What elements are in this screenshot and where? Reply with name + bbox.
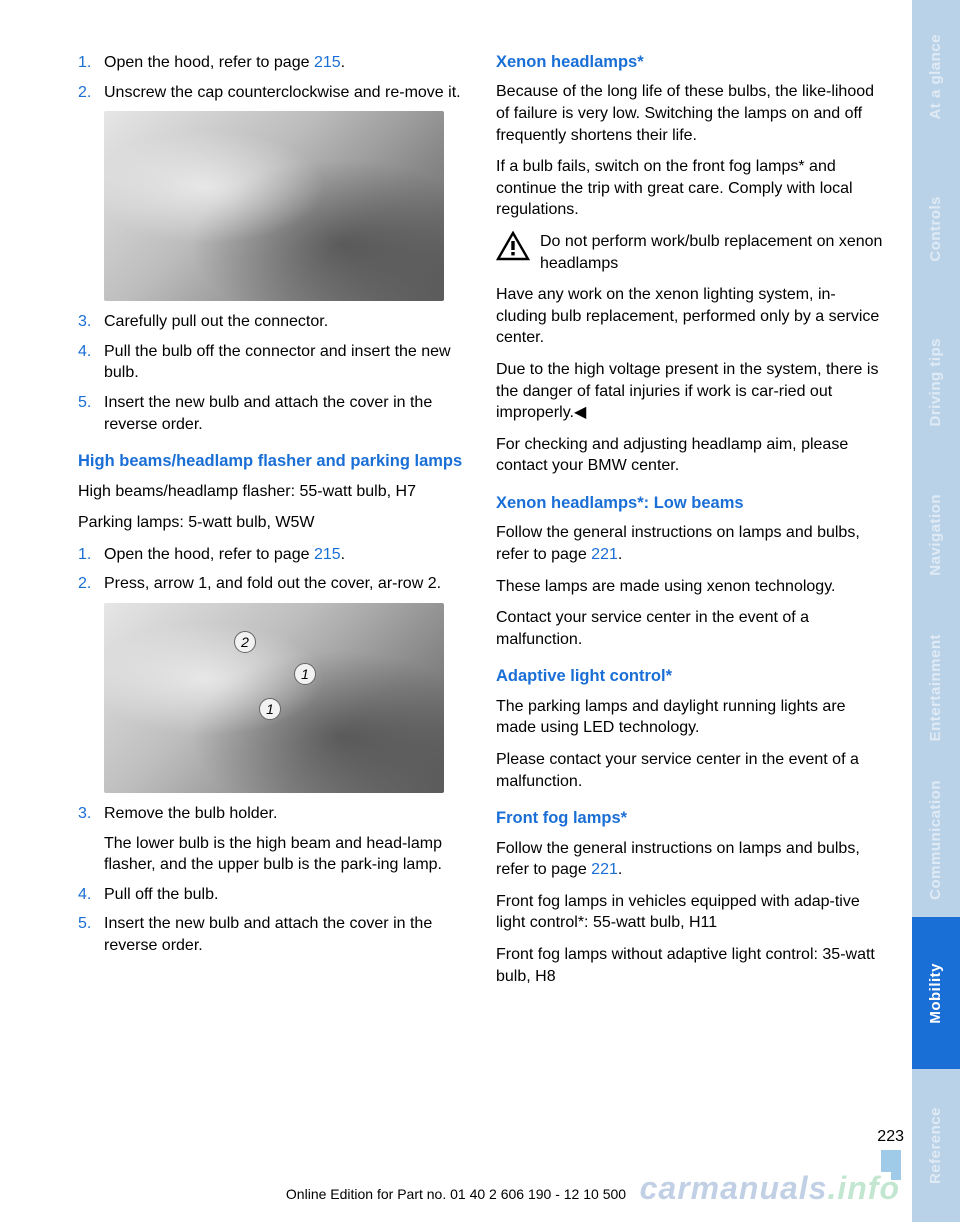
page-number: 223: [877, 1126, 904, 1148]
step-text: Press, arrow 1, and fold out the cover, …: [104, 573, 468, 595]
tab-communication[interactable]: Communication: [912, 764, 960, 917]
step-number: 1.: [78, 544, 104, 566]
step-text: Insert the new bulb and attach the cover…: [104, 392, 468, 435]
subheading: Front fog lamps*: [496, 808, 886, 829]
step-text: Pull the bulb off the connector and inse…: [104, 341, 468, 384]
page-link[interactable]: 221: [591, 546, 618, 563]
step-text: Unscrew the cap counterclockwise and re‐…: [104, 82, 468, 104]
section-tabs: At a glance Controls Driving tips Naviga…: [912, 0, 960, 1222]
paragraph: Follow the general instructions on lamps…: [496, 522, 886, 565]
step-number: 3.: [78, 803, 104, 876]
paragraph: Front fog lamps without adaptive light c…: [496, 944, 886, 987]
step-number: 3.: [78, 311, 104, 333]
tab-mobility[interactable]: Mobility: [912, 917, 960, 1070]
paragraph: If a bulb fails, switch on the front fog…: [496, 156, 886, 221]
step-text: Open the hood, refer to page 215.: [104, 52, 468, 74]
step-number: 1.: [78, 52, 104, 74]
page-link[interactable]: 215: [314, 54, 341, 71]
page-bar-icon: [891, 1150, 901, 1180]
page-bar-icon: [881, 1150, 891, 1172]
steps-a: 1. Open the hood, refer to page 215. 2. …: [78, 52, 468, 103]
paragraph: Follow the general instructions on lamps…: [496, 838, 886, 881]
engine-figure-2: 2 1 1: [104, 603, 444, 793]
tab-at-a-glance[interactable]: At a glance: [912, 0, 960, 153]
figure-marker: 1: [294, 663, 316, 685]
paragraph: Because of the long life of these bulbs,…: [496, 81, 886, 146]
step-text: Pull off the bulb.: [104, 884, 468, 906]
step-text: Remove the bulb holder. The lower bulb i…: [104, 803, 468, 876]
page-link[interactable]: 215: [314, 546, 341, 563]
page-number-block: 223: [877, 1126, 904, 1180]
step-number: 2.: [78, 573, 104, 595]
paragraph: Parking lamps: 5-watt bulb, W5W: [78, 512, 468, 534]
figure-marker: 2: [234, 631, 256, 653]
tab-controls[interactable]: Controls: [912, 153, 960, 306]
step-number: 2.: [78, 82, 104, 104]
step-number: 4.: [78, 341, 104, 384]
subheading: Adaptive light control*: [496, 666, 886, 687]
footer-text: Online Edition for Part no. 01 40 2 606 …: [0, 1185, 912, 1204]
steps-b: 3.Carefully pull out the connector. 4.Pu…: [78, 311, 468, 435]
paragraph: Contact your service center in the event…: [496, 607, 886, 650]
steps-c: 1. Open the hood, refer to page 215. 2.P…: [78, 544, 468, 595]
step-text: Open the hood, refer to page 215.: [104, 544, 468, 566]
paragraph: For checking and adjusting headlamp aim,…: [496, 434, 886, 477]
paragraph: Front fog lamps in vehicles equipped wit…: [496, 891, 886, 934]
warning-text: Do not perform work/bulb replacement on …: [540, 231, 886, 274]
figure-marker: 1: [259, 698, 281, 720]
paragraph: These lamps are made using xenon technol…: [496, 576, 886, 598]
paragraph: The parking lamps and daylight running l…: [496, 696, 886, 739]
steps-d: 3. Remove the bulb holder. The lower bul…: [78, 803, 468, 957]
subheading: Xenon headlamps*: Low beams: [496, 493, 886, 514]
paragraph: High beams/headlamp flasher: 55-watt bul…: [78, 481, 468, 503]
tab-reference[interactable]: Reference: [912, 1069, 960, 1222]
tab-entertainment[interactable]: Entertainment: [912, 611, 960, 764]
step-number: 5.: [78, 913, 104, 956]
warning-icon: [496, 231, 530, 261]
step-extra: The lower bulb is the high beam and head…: [104, 835, 442, 874]
paragraph: Please contact your service center in th…: [496, 749, 886, 792]
engine-figure-1: [104, 111, 444, 301]
left-column: 1. Open the hood, refer to page 215. 2. …: [78, 52, 468, 1222]
right-column: Xenon headlamps* Because of the long lif…: [496, 52, 886, 1222]
paragraph: Have any work on the xenon lighting syst…: [496, 284, 886, 349]
page-link[interactable]: 221: [591, 861, 618, 878]
tab-driving-tips[interactable]: Driving tips: [912, 306, 960, 459]
step-text: Carefully pull out the connector.: [104, 311, 468, 333]
subheading: High beams/headlamp flasher and parking …: [78, 451, 468, 472]
step-number: 4.: [78, 884, 104, 906]
step-text: Insert the new bulb and attach the cover…: [104, 913, 468, 956]
paragraph: Due to the high voltage present in the s…: [496, 359, 886, 424]
warning-block: Do not perform work/bulb replacement on …: [496, 231, 886, 274]
tab-navigation[interactable]: Navigation: [912, 458, 960, 611]
subheading: Xenon headlamps*: [496, 52, 886, 73]
step-number: 5.: [78, 392, 104, 435]
